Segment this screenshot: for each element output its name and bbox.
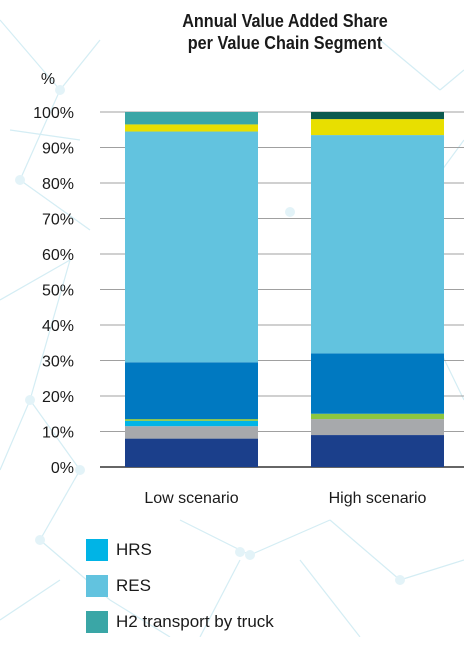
bg-network-line bbox=[199, 559, 241, 637]
bg-network-line bbox=[0, 259, 71, 301]
y-tick-label: 60% bbox=[42, 247, 74, 264]
bar-segment-seg4 bbox=[311, 413, 444, 420]
y-tick-label: 50% bbox=[42, 283, 74, 300]
bg-network-line bbox=[0, 19, 61, 91]
bg-network-node bbox=[55, 85, 65, 95]
x-tick-label: High scenario bbox=[329, 490, 427, 507]
bg-network-line bbox=[19, 89, 61, 181]
y-tick-label: 10% bbox=[42, 425, 74, 442]
bg-network-line bbox=[59, 39, 101, 91]
legend-item-res: RES bbox=[86, 573, 274, 599]
bg-network-line bbox=[299, 559, 361, 637]
bar-segment-seg5 bbox=[311, 353, 444, 414]
legend: HRS RES H2 transport by truck bbox=[86, 537, 274, 645]
chart-title: Annual Value Added Share per Value Chain… bbox=[119, 10, 452, 54]
bar-segment-h2-transport-by-truck bbox=[125, 112, 258, 125]
bg-network-line bbox=[29, 259, 71, 401]
bar-segment-seg2 bbox=[311, 419, 444, 436]
stacked-bar-chart: % 0% 10% 20% 30% 40% 50% 60% 70% 80% 90% 100% Low sc… bbox=[33, 71, 464, 507]
bg-network-line bbox=[399, 559, 464, 581]
legend-item-h2-truck: H2 transport by truck bbox=[86, 609, 274, 635]
bar-segment-seg1 bbox=[311, 435, 444, 467]
y-tick-label: 80% bbox=[42, 176, 74, 193]
y-tick-label: 40% bbox=[42, 318, 74, 335]
bg-network-line bbox=[109, 599, 171, 637]
bg-network-line bbox=[39, 469, 81, 541]
y-tick-label: 100% bbox=[33, 105, 74, 122]
y-tick-label: 90% bbox=[42, 141, 74, 158]
bg-network-node bbox=[35, 535, 45, 545]
bar-segment-seg4 bbox=[125, 419, 258, 421]
bg-network-node bbox=[395, 575, 405, 585]
bg-network-line bbox=[0, 399, 31, 471]
bg-network-line bbox=[9, 129, 81, 141]
bar-segment-res bbox=[311, 135, 444, 354]
bar-segment-res bbox=[125, 131, 258, 363]
legend-swatch-res bbox=[86, 575, 108, 597]
bar-segment-seg9 bbox=[311, 112, 444, 120]
y-tick-label: 30% bbox=[42, 354, 74, 371]
bar-segment-seg1 bbox=[125, 438, 258, 467]
bg-network-line bbox=[19, 179, 91, 231]
legend-swatch-h2-truck bbox=[86, 611, 108, 633]
legend-label-h2-truck: H2 transport by truck bbox=[116, 612, 274, 631]
bg-network-line bbox=[329, 519, 401, 581]
bg-network-node bbox=[25, 395, 35, 405]
bar-segment-seg2 bbox=[125, 426, 258, 439]
chart-title-line-1: Annual Value Added Share bbox=[182, 11, 388, 31]
bg-network-node bbox=[245, 550, 255, 560]
bar-segment-hrs bbox=[125, 420, 258, 427]
bar-segment-seg7 bbox=[125, 124, 258, 132]
bar-segment-seg7 bbox=[311, 119, 444, 136]
bg-network-node bbox=[75, 465, 85, 475]
legend-item-hrs: HRS bbox=[86, 537, 274, 563]
bg-network-line bbox=[379, 39, 441, 91]
bg-network-node bbox=[15, 175, 25, 185]
legend-swatch-hrs bbox=[86, 539, 108, 561]
legend-label-hrs: HRS bbox=[116, 540, 152, 559]
chart-title-line-2: per Value Chain Segment bbox=[187, 33, 383, 53]
y-axis-unit-label: % bbox=[41, 71, 55, 88]
y-tick-label: 70% bbox=[42, 212, 74, 229]
bg-network-line bbox=[439, 69, 464, 91]
bg-network-line bbox=[29, 399, 81, 471]
bg-network-line bbox=[0, 579, 61, 621]
y-tick-label: 0% bbox=[51, 460, 74, 477]
y-tick-label: 20% bbox=[42, 389, 74, 406]
bg-network-node bbox=[285, 207, 295, 217]
x-tick-label: Low scenario bbox=[144, 490, 238, 507]
bg-network-node bbox=[235, 547, 245, 557]
legend-label-res: RES bbox=[116, 576, 151, 595]
bg-network-line bbox=[249, 519, 331, 556]
bar-segment-seg5 bbox=[125, 362, 258, 420]
